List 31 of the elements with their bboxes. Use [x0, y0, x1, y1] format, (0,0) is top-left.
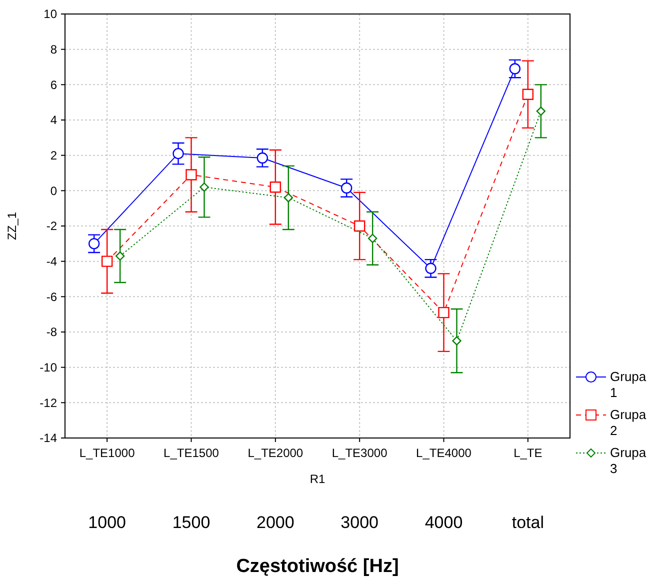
- x-axis-title: R1: [310, 472, 326, 486]
- y-axis-title: ZZ_1: [5, 212, 19, 240]
- x-tick-label: L_TE1500: [164, 446, 220, 460]
- text: total: [512, 513, 544, 532]
- legend-label: Grupa 2: [610, 407, 647, 438]
- y-tick-label: -8: [46, 325, 58, 340]
- text: 1000: [88, 513, 126, 532]
- y-tick-label: -2: [46, 219, 58, 234]
- x-tick-label: L_TE2000: [248, 446, 304, 460]
- x-tick-label: L_TE: [514, 446, 542, 460]
- text: Częstotiwość [Hz]: [236, 556, 399, 577]
- y-tick-label: -4: [46, 254, 58, 269]
- y-tick-label: -12: [40, 396, 58, 410]
- y-tick-label: 0: [50, 184, 58, 198]
- y-tick-label: -6: [46, 290, 58, 304]
- text: 2000: [256, 513, 294, 532]
- x-tick-label: L_TE4000: [416, 446, 472, 460]
- y-tick-label: 6: [50, 78, 58, 92]
- text: 3000: [340, 513, 378, 532]
- y-tick-label: -14: [40, 431, 58, 446]
- text: 1500: [172, 513, 210, 532]
- y-tick-label: 2: [50, 148, 58, 163]
- text: 4000: [424, 513, 463, 532]
- legend-label: Grupa 3: [610, 445, 647, 476]
- y-tick-label: 8: [50, 42, 58, 57]
- x-tick-label: L_TE3000: [332, 446, 388, 460]
- y-tick-label: 10: [44, 7, 58, 22]
- y-tick-label: -10: [40, 360, 58, 375]
- x-tick-label: L_TE1000: [79, 446, 136, 460]
- y-tick-label: 4: [50, 113, 58, 128]
- legend-label: Grupa 1: [610, 369, 647, 400]
